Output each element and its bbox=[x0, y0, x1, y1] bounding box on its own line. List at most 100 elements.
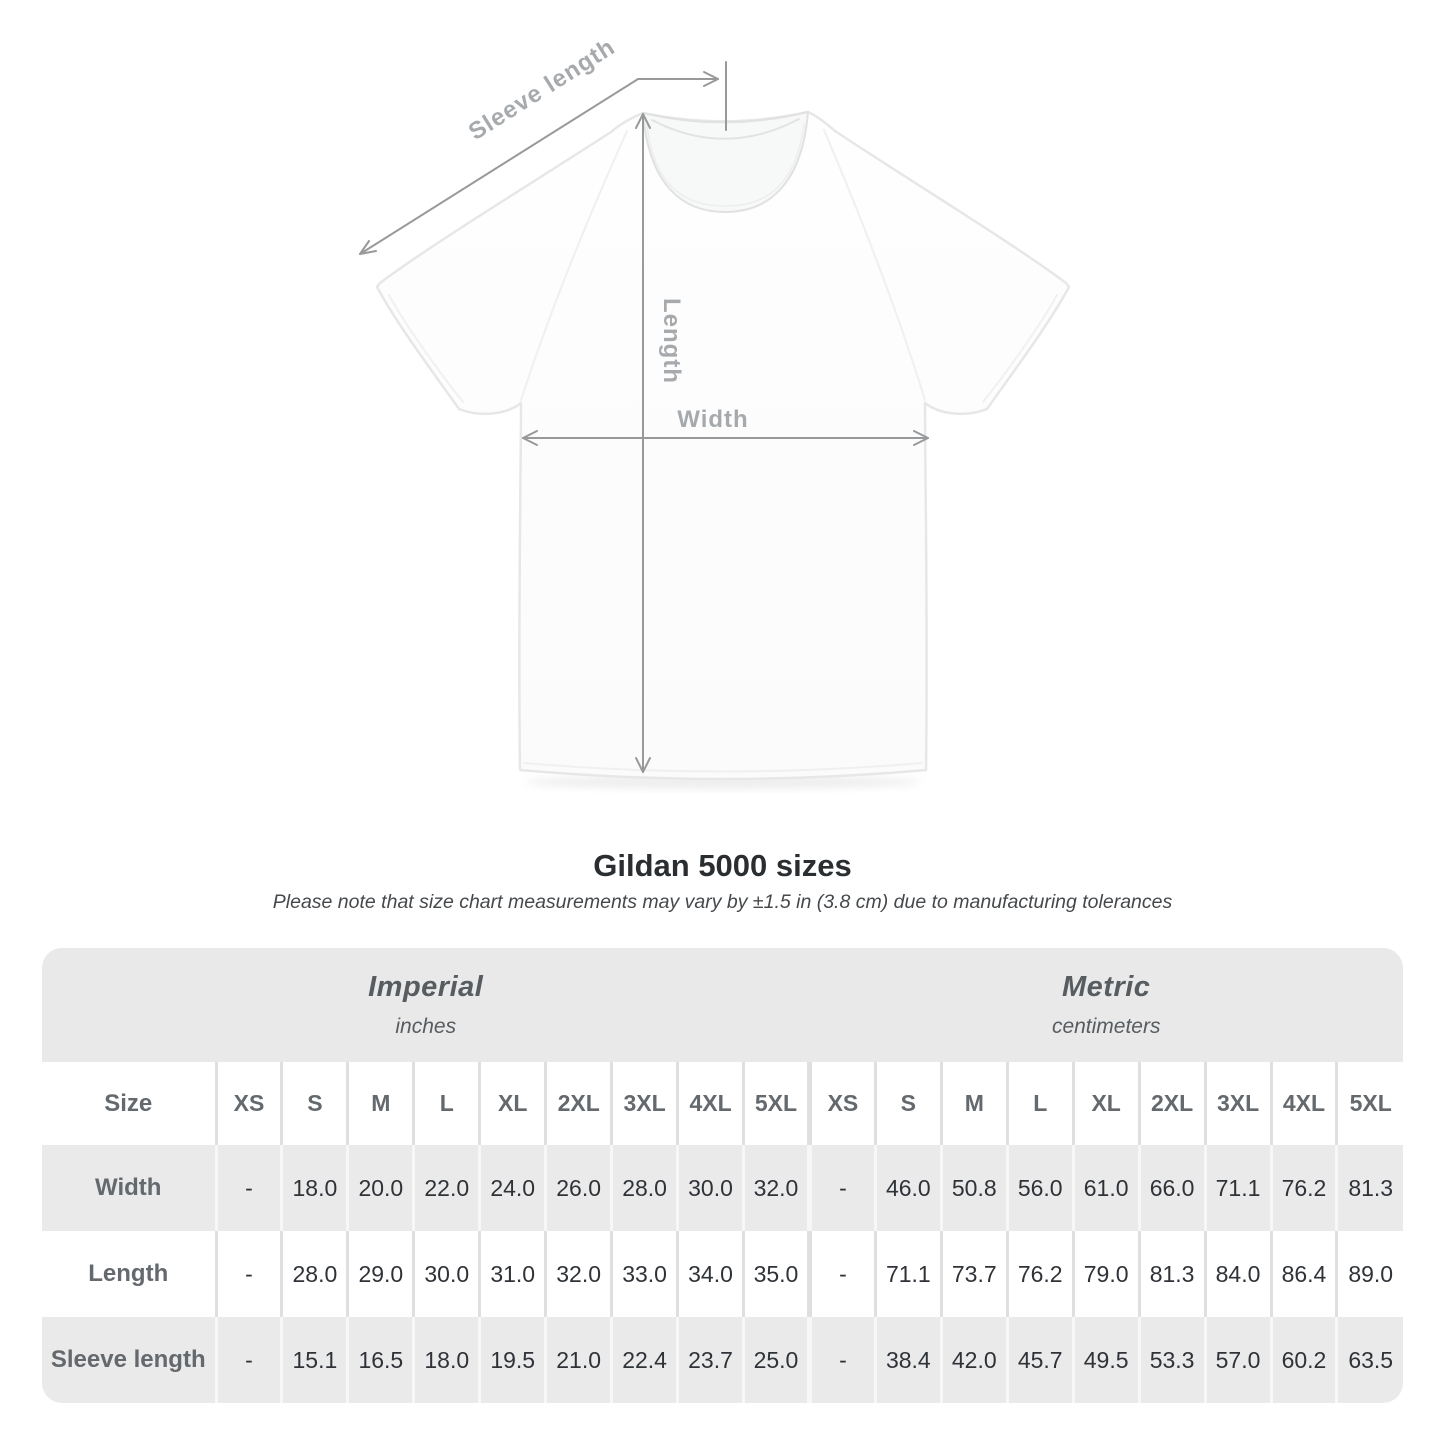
size-header-imperial-3xl: 3XL bbox=[610, 1062, 678, 1145]
size-value-cell: 57.0 bbox=[1203, 1317, 1271, 1403]
left-side-seam bbox=[520, 130, 628, 401]
measurement-row-sleeve-length: Sleeve length -15.1 16.5 18.0 19.5 21.0 22.4 23… bbox=[42, 1317, 1403, 1403]
size-value-cell: 28.0 bbox=[610, 1145, 678, 1231]
width-arrowhead-left bbox=[522, 430, 538, 446]
row-label: Sleeve length bbox=[50, 1346, 206, 1373]
size-header-row: Size XS S M L XL 2XL 3XL 4XL 5XL XS S M L XL 2XL 3XL 4XL… bbox=[42, 1062, 1403, 1145]
measurement-row-width: Width -18.0 20.0 22.0 24.0 26.0 28.0 30.0 32.0-4… bbox=[42, 1145, 1403, 1231]
size-value-cell: 18.0 bbox=[412, 1317, 480, 1403]
metric-group-header: Metric centimeters bbox=[809, 948, 1403, 1062]
size-header-metric-xl: XL bbox=[1071, 1062, 1140, 1145]
neckline-seam bbox=[646, 123, 805, 207]
tshirt-diagram-svg: Sleeve length Length Width bbox=[359, 33, 1071, 789]
size-value-cell: 34.0 bbox=[676, 1231, 744, 1317]
dimension-arrows bbox=[359, 61, 929, 773]
size-header-imperial-5xl: 5XL bbox=[742, 1062, 810, 1145]
size-value-cell: 22.4 bbox=[610, 1317, 678, 1403]
size-value-cell: 89.0 bbox=[1335, 1231, 1403, 1317]
sleeve-length-arrowhead bbox=[359, 240, 377, 255]
size-value-cell: 66.0 bbox=[1137, 1145, 1206, 1231]
size-value-cell: - bbox=[806, 1231, 876, 1317]
size-value-cell: 32.0 bbox=[742, 1145, 810, 1231]
right-side-seam bbox=[823, 129, 926, 401]
size-header-imperial-xl: XL bbox=[478, 1062, 546, 1145]
size-column-header: Size bbox=[42, 1062, 216, 1145]
sleeve-length-arrowhead-right bbox=[703, 71, 719, 87]
size-header-metric-xs: XS bbox=[806, 1062, 876, 1145]
size-value-cell: 46.0 bbox=[873, 1145, 942, 1231]
size-value-cell: 16.5 bbox=[346, 1317, 414, 1403]
row-label: Length bbox=[88, 1260, 169, 1287]
size-value-cell: 60.2 bbox=[1269, 1317, 1337, 1403]
size-header-imperial-4xl: 4XL bbox=[676, 1062, 744, 1145]
size-value-cell: 26.0 bbox=[544, 1145, 612, 1231]
size-value-cell: 32.0 bbox=[544, 1231, 612, 1317]
size-value-cell: 53.3 bbox=[1137, 1317, 1206, 1403]
size-header-metric-m: M bbox=[939, 1062, 1008, 1145]
tshirt-graphic bbox=[375, 110, 1071, 781]
left-sleeve-hem-seam bbox=[388, 294, 464, 403]
size-header-metric-4xl: 4XL bbox=[1269, 1062, 1337, 1145]
width-arrowhead-right bbox=[913, 430, 929, 446]
size-value-cell: 28.0 bbox=[280, 1231, 348, 1317]
size-value-cell: - bbox=[806, 1145, 876, 1231]
measurement-row-length: Length -28.0 29.0 30.0 31.0 32.0 33.0 34.0 35.0-… bbox=[42, 1231, 1403, 1317]
metric-label: Metric bbox=[1062, 971, 1151, 1003]
size-value-cell: 71.1 bbox=[1203, 1145, 1271, 1231]
bottom-hem-seam bbox=[523, 762, 923, 773]
size-value-cell: 42.0 bbox=[939, 1317, 1008, 1403]
size-header-metric-3xl: 3XL bbox=[1203, 1062, 1271, 1145]
size-value-cell: 23.7 bbox=[676, 1317, 744, 1403]
size-value-cell: 86.4 bbox=[1269, 1231, 1337, 1317]
size-header-imperial-xs: XS bbox=[214, 1062, 282, 1145]
size-value-cell: 15.1 bbox=[280, 1317, 348, 1403]
tshirt-diagram: Sleeve length Length Width bbox=[359, 33, 1071, 789]
size-value-cell: 19.5 bbox=[478, 1317, 546, 1403]
imperial-label: Imperial bbox=[368, 971, 484, 1003]
size-header-metric-5xl: 5XL bbox=[1335, 1062, 1403, 1145]
sleeve-length-arrow-line bbox=[359, 78, 719, 255]
unit-group-row: Imperial inches Metric centimeters bbox=[42, 948, 1403, 1062]
size-header-imperial-l: L bbox=[412, 1062, 480, 1145]
size-table: Imperial inches Metric centimeters Size … bbox=[42, 948, 1403, 1403]
size-value-cell: 30.0 bbox=[676, 1145, 744, 1231]
right-sleeve-hem-seam bbox=[982, 294, 1058, 403]
length-label: Length bbox=[658, 298, 685, 384]
size-value-cell: 45.7 bbox=[1005, 1317, 1074, 1403]
size-value-cell: 18.0 bbox=[280, 1145, 348, 1231]
size-table-grid: Imperial inches Metric centimeters Size … bbox=[42, 948, 1403, 1403]
collar-band-seam bbox=[651, 118, 800, 140]
size-value-cell: 79.0 bbox=[1071, 1231, 1140, 1317]
tshirt-body bbox=[375, 110, 1071, 781]
hem-shadow bbox=[525, 775, 921, 789]
width-label: Width bbox=[677, 406, 748, 433]
size-value-cell: 76.2 bbox=[1005, 1231, 1074, 1317]
length-arrowhead-bottom bbox=[635, 757, 651, 773]
size-header-metric-l: L bbox=[1005, 1062, 1074, 1145]
size-value-cell: - bbox=[214, 1145, 282, 1231]
imperial-units-label: inches bbox=[395, 1015, 457, 1038]
size-value-cell: 29.0 bbox=[346, 1231, 414, 1317]
size-value-cell: 24.0 bbox=[478, 1145, 546, 1231]
size-value-cell: 22.0 bbox=[412, 1145, 480, 1231]
size-header-imperial-2xl: 2XL bbox=[544, 1062, 612, 1145]
row-label: Width bbox=[95, 1174, 162, 1201]
size-value-cell: 31.0 bbox=[478, 1231, 546, 1317]
size-value-cell: 71.1 bbox=[873, 1231, 942, 1317]
size-value-cell: 76.2 bbox=[1269, 1145, 1337, 1231]
metric-units-label: centimeters bbox=[1051, 1015, 1161, 1038]
size-value-cell: - bbox=[214, 1317, 282, 1403]
size-value-cell: - bbox=[806, 1317, 876, 1403]
page-title: Gildan 5000 sizes bbox=[593, 848, 852, 883]
size-value-cell: 81.3 bbox=[1137, 1231, 1206, 1317]
size-value-cell: - bbox=[214, 1231, 282, 1317]
size-header-metric-s: S bbox=[873, 1062, 942, 1145]
size-value-cell: 81.3 bbox=[1335, 1145, 1403, 1231]
size-value-cell: 33.0 bbox=[610, 1231, 678, 1317]
length-arrowhead-top bbox=[635, 113, 651, 129]
size-header-imperial-m: M bbox=[346, 1062, 414, 1145]
size-value-cell: 20.0 bbox=[346, 1145, 414, 1231]
sleeve-length-label: Sleeve length bbox=[464, 33, 620, 145]
size-value-cell: 38.4 bbox=[873, 1317, 942, 1403]
size-value-cell: 49.5 bbox=[1071, 1317, 1140, 1403]
